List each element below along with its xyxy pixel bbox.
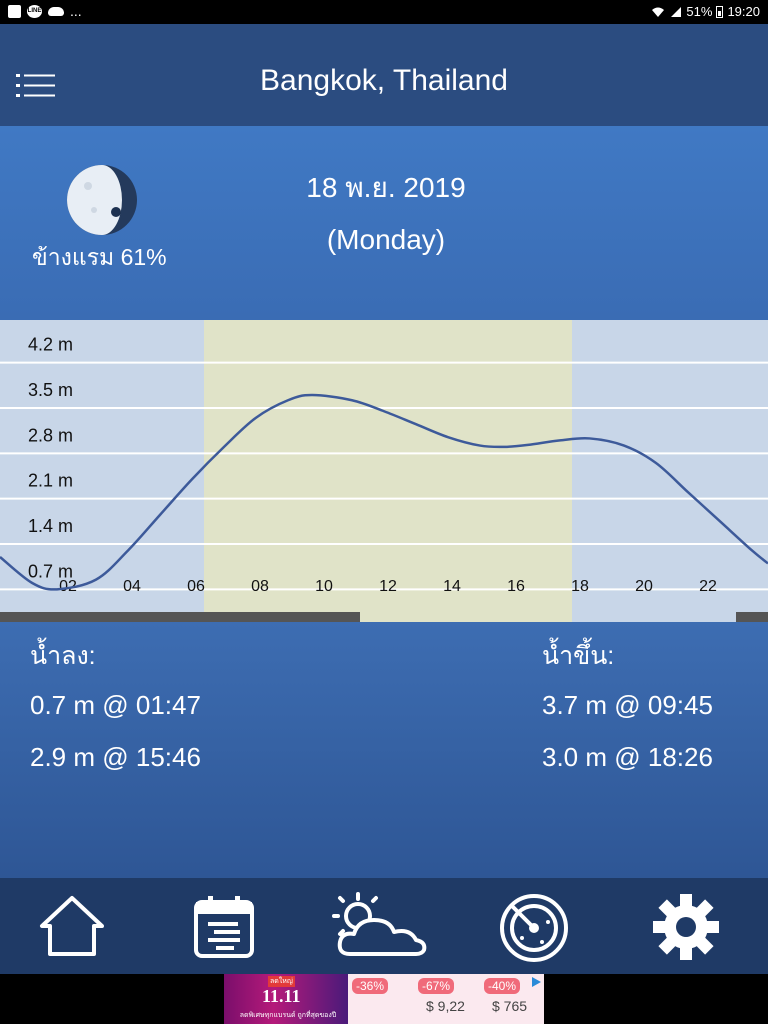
chart-x-tick-label: 12 [379, 578, 397, 595]
chart-x-tick-label: 10 [315, 578, 333, 595]
high-tide-heading: น้ำขึ้น: [542, 642, 615, 670]
system-status: 51% 19:20 [650, 4, 760, 19]
nav-settings-button[interactable] [648, 892, 724, 962]
chart-y-tick-label: 2.1 m [28, 471, 73, 491]
line-notification-icon: LINE [27, 4, 42, 18]
radar-icon [500, 894, 568, 962]
location-title[interactable]: Bangkok, Thailand [260, 64, 508, 97]
nav-radar-button[interactable] [496, 892, 572, 962]
ad-choices-icon[interactable] [530, 976, 542, 988]
battery-icon [716, 5, 724, 18]
ad-subtext: ลดพิเศษทุกแบรนด์ ถูกที่สุดของปี [239, 1012, 337, 1019]
chart-x-tick-label: 14 [443, 578, 461, 595]
chart-x-tick-label: 18 [571, 578, 589, 595]
clock: 19:20 [727, 4, 760, 19]
ad-product[interactable]: -67% $ 9,22 [414, 974, 474, 1024]
menu-icon [16, 74, 55, 97]
ad-discount: -40% [484, 978, 521, 994]
ad-discount: -67% [418, 978, 455, 994]
notification-icons: LINE ... [8, 3, 82, 19]
battery-percent: 51% [686, 4, 713, 19]
low-tide-column: น้ำลง: 0.7 m @ 01:47 2.9 m @ 15:46 [30, 636, 201, 794]
chart-scroll-track [0, 612, 360, 622]
ad-product[interactable]: -40% $ 765 [480, 974, 540, 1024]
chart-y-tick-label: 1.4 m [28, 516, 73, 536]
chart-y-tick-label: 0.7 m [28, 561, 73, 581]
chart-x-tick-label: 16 [507, 578, 525, 595]
ad-headline: 11.11 [262, 986, 301, 1006]
chart-x-tick-label: 04 [123, 578, 141, 595]
chart-x-tick-label: 06 [187, 578, 205, 595]
date-panel: ข้างแรม 61% 18 พ.ย. 2019 (Monday) [0, 126, 768, 320]
low-tide-heading: น้ำลง: [30, 642, 96, 670]
chart-x-tick-label: 20 [635, 578, 653, 595]
home-icon [40, 896, 104, 956]
nav-weather-button[interactable] [330, 892, 430, 962]
chart-x-tick-label: 02 [59, 578, 77, 595]
tide-series-line [0, 393, 768, 591]
chart-x-tick-label: 08 [251, 578, 269, 595]
status-bar: LINE ... 51% 19:20 [0, 0, 768, 24]
low-tide-entry: 2.9 m @ 15:46 [30, 742, 201, 772]
low-tide-entry: 0.7 m @ 01:47 [30, 690, 201, 720]
app-header: Bangkok, Thailand [0, 24, 768, 126]
high-tide-entry: 3.0 m @ 18:26 [542, 742, 713, 772]
ad-area: ลดใหญ่ 11.11 ลดพิเศษทุกแบรนด์ ถูกที่สุดข… [0, 974, 768, 1024]
tide-chart[interactable]: 4.2 m 3.5 m 2.8 m 2.1 m 1.4 m 0.7 m 02 04 06 08 10… [0, 320, 768, 622]
nav-home-button[interactable] [34, 892, 110, 962]
chart-y-tick-label: 2.8 m [28, 425, 73, 445]
chart-x-tick-label: 22 [699, 578, 717, 595]
ad-tag: ลดใหญ่ [268, 976, 295, 987]
overflow-indicator: ... [70, 3, 82, 19]
ad-banner[interactable]: ลดใหญ่ 11.11 ลดพิเศษทุกแบรนด์ ถูกที่สุดข… [224, 974, 544, 1024]
chart-scroll-end [736, 612, 768, 622]
ad-promo-image: ลดใหญ่ 11.11 ลดพิเศษทุกแบรนด์ ถูกที่สุดข… [224, 974, 348, 1024]
gallery-notification-icon [8, 4, 21, 18]
gear-icon [653, 894, 719, 960]
high-tide-entry: 3.7 m @ 09:45 [542, 690, 713, 720]
tide-chart-svg: 4.2 m 3.5 m 2.8 m 2.1 m 1.4 m 0.7 m02 04 06 08 10… [0, 320, 768, 622]
calendar-icon [194, 896, 254, 958]
ad-product[interactable]: -36% [348, 974, 408, 1024]
moon-phase-icon [67, 165, 137, 235]
chart-y-tick-label: 3.5 m [28, 380, 73, 400]
tide-info-panel: น้ำลง: 0.7 m @ 01:47 2.9 m @ 15:46 น้ำขึ… [0, 622, 768, 878]
ad-price: $ 765 [492, 998, 528, 1014]
nav-calendar-button[interactable] [186, 892, 262, 962]
moon-phase-label: ข้างแรม 61% [32, 244, 167, 270]
chart-y-tick-label: 4.2 m [28, 335, 73, 355]
date-label[interactable]: 18 พ.ย. 2019 [306, 172, 466, 203]
menu-button[interactable] [16, 72, 56, 100]
wifi-icon [652, 7, 665, 17]
high-tide-column: น้ำขึ้น: 3.7 m @ 09:45 3.0 m @ 18:26 [542, 636, 713, 794]
day-label: (Monday) [326, 224, 446, 255]
cloud-notification-icon [48, 6, 64, 16]
ad-price: $ 9,22 [426, 998, 465, 1014]
ad-discount: -36% [352, 978, 389, 994]
chart-daylight-band [204, 320, 572, 622]
weather-icon [332, 892, 427, 956]
bottom-nav [0, 878, 768, 974]
signal-icon [671, 6, 682, 17]
